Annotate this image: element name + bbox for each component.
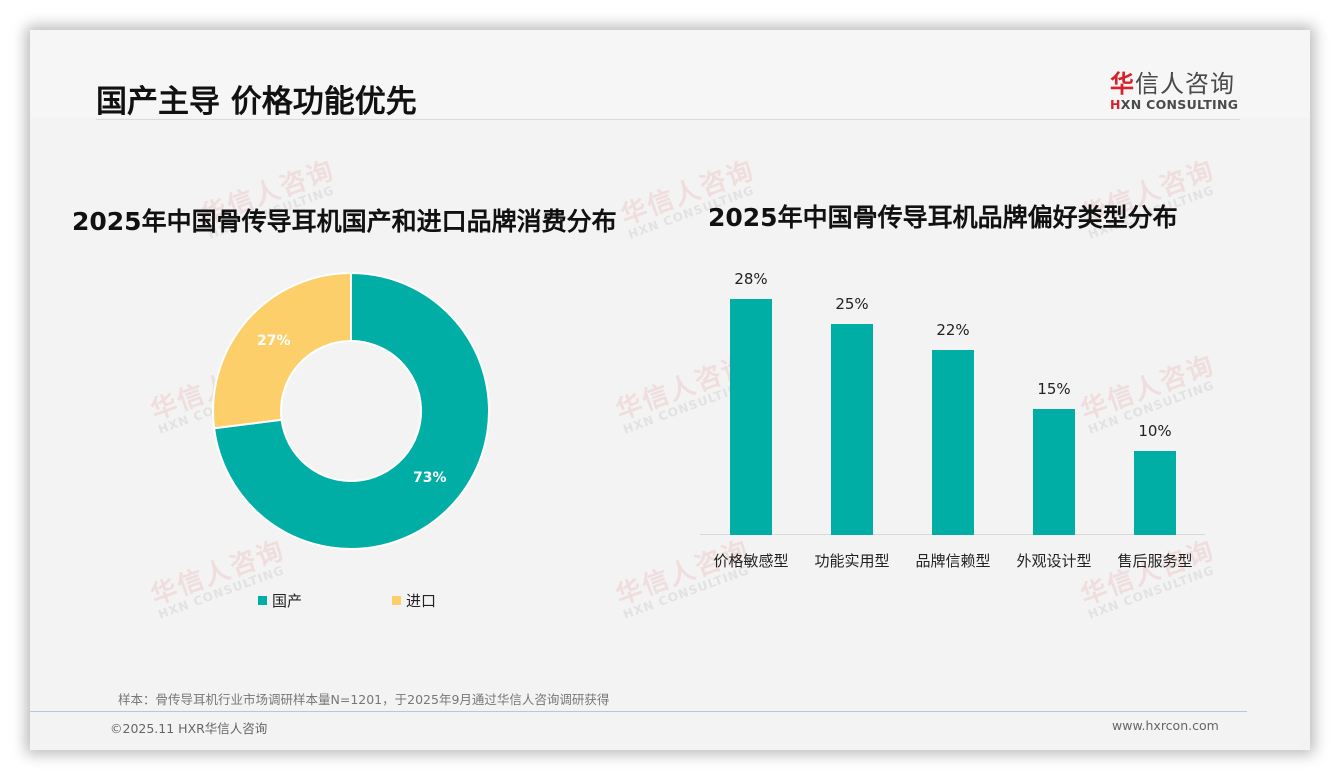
legend-label: 进口 — [406, 592, 437, 610]
bar-category-label: 功能实用型 — [814, 552, 890, 570]
bar-brand-trust — [932, 350, 974, 535]
bar-function-practical — [831, 324, 873, 535]
website-link[interactable]: www.hxrcon.com — [1112, 718, 1219, 733]
logo-en-text: XN CONSULTING — [1120, 97, 1239, 112]
logo-text: 信人咨询 — [1135, 70, 1235, 98]
bar-value-label: 28% — [734, 270, 768, 288]
legend-item-domestic: 国产 — [258, 590, 302, 611]
bar-category-label: 外观设计型 — [1016, 552, 1092, 570]
legend-swatch-teal — [258, 596, 267, 605]
donut-label-import: 27% — [257, 333, 291, 349]
donut-label-domestic: 73% — [413, 470, 447, 486]
source-note: 样本：骨传导耳机行业市场调研样本量N=1201，于2025年9月通过华信人咨询调… — [118, 692, 610, 707]
legend-swatch-yellow — [392, 596, 401, 605]
header-band — [30, 30, 1310, 118]
bar-value-label: 10% — [1138, 422, 1172, 440]
footer-divider — [30, 711, 1247, 712]
bar-chart-title: 2025年中国骨传导耳机品牌偏好类型分布 — [708, 203, 1178, 232]
donut-slice-domestic — [212, 272, 490, 550]
bar-category-label: 价格敏感型 — [713, 552, 789, 570]
bar-value-label: 25% — [835, 295, 869, 313]
page-title: 国产主导 价格功能优先 — [96, 84, 417, 120]
bar-chart: 28% 价格敏感型 25% 功能实用型 22% 品牌信赖型 15% 外观设计型 … — [700, 260, 1210, 580]
legend-item-import: 进口 — [392, 590, 436, 611]
donut-chart-title: 2025年中国骨传导耳机国产和进口品牌消费分布 — [72, 207, 617, 236]
bar-value-label: 15% — [1037, 380, 1071, 398]
logo-en-accent: H — [1110, 97, 1121, 112]
legend-label: 国产 — [272, 592, 303, 610]
bar-price-sensitive — [730, 299, 772, 535]
copyright: ©2025.11 HXR华信人咨询 — [110, 721, 268, 736]
donut-chart — [212, 272, 490, 550]
logo-accent: 华 — [1110, 70, 1135, 98]
bar-category-label: 品牌信赖型 — [915, 552, 991, 570]
company-logo: 华信人咨询 HXN CONSULTING — [1110, 64, 1250, 112]
title-divider — [96, 119, 1240, 120]
donut-slice-import — [212, 272, 352, 430]
bar-category-label: 售后服务型 — [1117, 552, 1193, 570]
bar-value-label: 22% — [936, 321, 970, 339]
slide: 华信人咨询 HXN CONSULTING 华信人咨询 HXN CONSULTING … — [30, 30, 1310, 750]
bar-appearance-design — [1033, 409, 1075, 535]
bar-after-sales — [1134, 451, 1176, 535]
